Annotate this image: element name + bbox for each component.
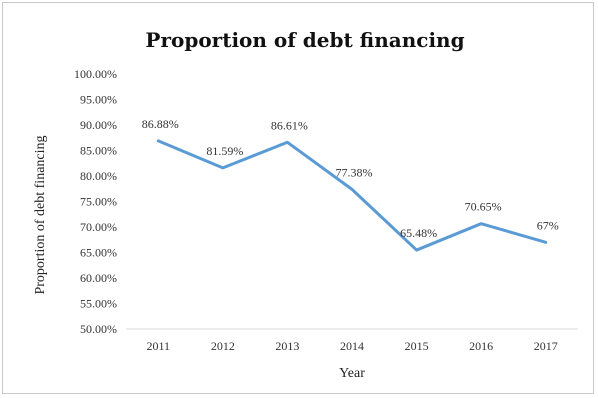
data-label: 81.59%	[206, 144, 243, 158]
x-tick-label: 2014	[340, 339, 364, 353]
x-axis-label: Year	[339, 366, 365, 381]
y-tick-label: 70.00%	[80, 220, 117, 234]
series-line	[156, 139, 548, 252]
data-labels: 86.88% 81.59% 86.61% 77.38% 65.48% 70.65% 67%	[142, 117, 559, 240]
y-tick-label: 55.00%	[80, 297, 117, 311]
x-tick-label: 2015	[405, 339, 429, 353]
y-tick-label: 90.00%	[80, 118, 117, 132]
y-tick-label: 85.00%	[80, 144, 117, 158]
y-tick-label: 80.00%	[80, 169, 117, 183]
y-tick-label: 60.00%	[80, 271, 117, 285]
series-line-group	[156, 139, 548, 252]
y-tick-label: 95.00%	[80, 93, 117, 107]
data-label: 67%	[537, 218, 559, 232]
x-tick-label: 2016	[469, 339, 493, 353]
x-tick-label: 2012	[211, 339, 235, 353]
y-tick-labels: 100.00% 95.00% 90.00% 85.00% 80.00% 75.00% 70.…	[74, 67, 117, 336]
data-label: 65.48%	[400, 226, 437, 240]
y-tick-label: 50.00%	[80, 322, 117, 336]
data-label: 77.38%	[336, 165, 373, 179]
chart-title: Proportion of debt financing	[145, 28, 464, 52]
y-tick-label: 100.00%	[74, 67, 117, 81]
x-tick-label: 2011	[147, 339, 171, 353]
x-tick-label: 2013	[275, 339, 299, 353]
x-tick-label: 2017	[534, 339, 558, 353]
data-label: 70.65%	[465, 200, 502, 214]
y-axis-label: Proportion of debt financing	[33, 135, 48, 294]
y-tick-label: 75.00%	[80, 195, 117, 209]
y-tick-label: 65.00%	[80, 246, 117, 260]
data-label: 86.61%	[271, 118, 308, 132]
x-tick-labels: 2011 2012 2013 2014 2015 2016 2017	[147, 339, 558, 353]
data-label: 86.88%	[142, 117, 179, 131]
